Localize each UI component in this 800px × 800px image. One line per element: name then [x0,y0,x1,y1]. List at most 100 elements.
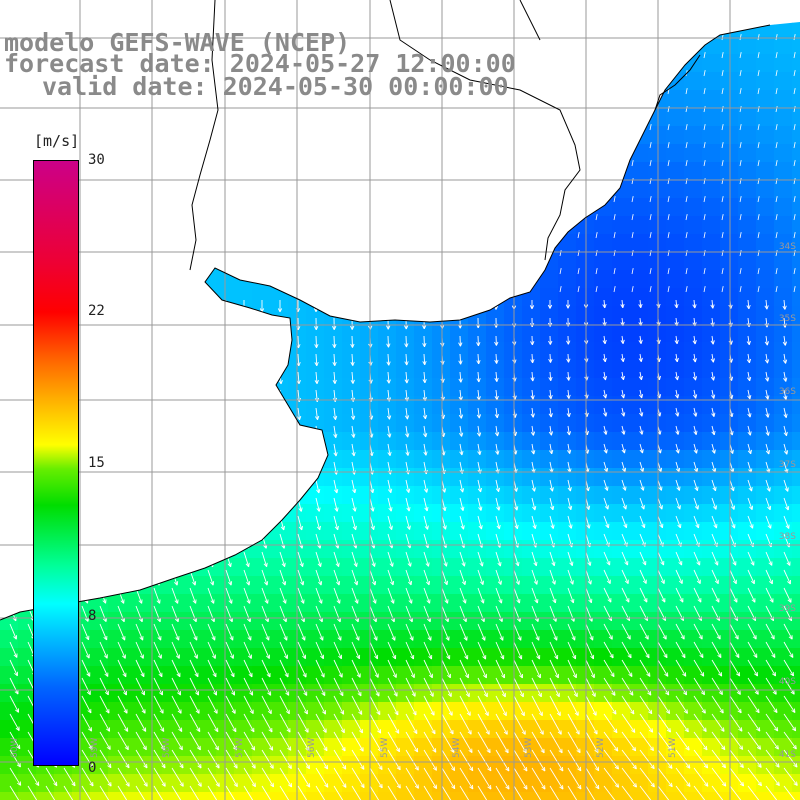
wind-cell [468,702,487,721]
wind-cell [90,522,109,541]
wind-cell [270,450,289,469]
wind-arrow [189,659,199,678]
wind-arrow [613,178,616,185]
wind-cell [306,558,325,577]
wind-arrow [170,353,175,367]
wind-arrow [243,731,256,751]
wind-cell [234,756,253,775]
wind-cell [126,450,145,469]
wind-cell [234,180,253,199]
wind-cell [486,162,505,181]
wind-cell [108,432,127,451]
wind-arrow [585,767,600,790]
wind-arrow [81,731,93,750]
wind-arrow [225,659,235,678]
wind-cell [396,522,415,541]
wind-cell [648,234,667,253]
wind-arrow [621,497,627,510]
wind-arrow [279,641,288,659]
wind-cell [774,324,793,343]
wind-arrow [703,250,706,257]
wind-cell [234,720,253,739]
wind-arrow [189,587,197,604]
wind-cell [198,684,217,703]
wind-cell [360,540,379,559]
wind-arrow [747,659,759,677]
wind-cell [306,648,325,667]
wind-arrow [9,695,20,713]
wind-arrow [649,232,652,239]
wind-cell [738,522,757,541]
wind-arrow [783,695,796,713]
wind-arrow [548,371,553,381]
wind-arrow [585,713,598,735]
wind-cell [558,450,577,469]
wind-cell [414,144,433,163]
wind-cell [756,72,775,91]
wind-cell [252,0,271,19]
wind-cell [108,756,127,775]
wind-cell [324,702,343,721]
wind-cell [360,162,379,181]
wind-cell [180,648,199,667]
wind-cell [90,756,109,775]
wind-cell [198,108,217,127]
wind-arrow [81,749,94,768]
wind-cell [306,288,325,307]
wind-cell [162,180,181,199]
wind-cell [684,756,703,775]
wind-cell [774,756,793,775]
wind-arrow [685,268,688,275]
wind-arrow [279,767,293,788]
wind-cell [594,486,613,505]
wind-cell [360,396,379,415]
wind-cell [576,738,595,757]
wind-arrow [243,713,255,733]
wind-cell [306,522,325,541]
wind-arrow [577,250,580,257]
wind-arrow [711,389,716,399]
wind-cell [702,54,721,73]
wind-cell [576,468,595,487]
wind-cell [540,72,559,91]
wind-cell [90,504,109,523]
wind-cell [432,288,451,307]
wind-cell [504,684,523,703]
wind-cell [162,0,181,19]
wind-cell [738,558,757,577]
wind-cell [702,396,721,415]
wind-cell [450,486,469,505]
wind-cell [540,342,559,361]
wind-cell [756,216,775,235]
wind-arrow [585,785,600,800]
wind-cell [774,54,793,73]
wind-cell [540,234,559,253]
wind-arrow [495,713,508,735]
wind-cell [648,774,667,793]
wind-arrow [631,250,634,257]
lon-label-58w: 58W [162,737,172,758]
wind-arrow [423,677,434,697]
wind-arrow [729,623,739,640]
wind-cell [504,144,523,163]
wind-arrow [620,371,625,381]
wind-arrow [279,551,286,568]
wind-arrow [207,731,219,751]
wind-cell [342,486,361,505]
wind-arrow [8,353,13,366]
wind-arrow [649,250,652,257]
wind-cell [702,738,721,757]
wind-cell [126,306,145,325]
wind-arrow [729,677,741,695]
wind-arrow [631,88,634,95]
wind-arrow [441,749,456,771]
wind-cell [0,468,19,487]
wind-cell [540,198,559,217]
wind-arrow [171,767,184,787]
wind-cell [630,396,649,415]
wind-arrow [243,515,249,531]
wind-cell [576,90,595,109]
wind-arrow [9,515,15,530]
wind-cell [0,378,19,397]
wind-arrow [225,677,236,696]
